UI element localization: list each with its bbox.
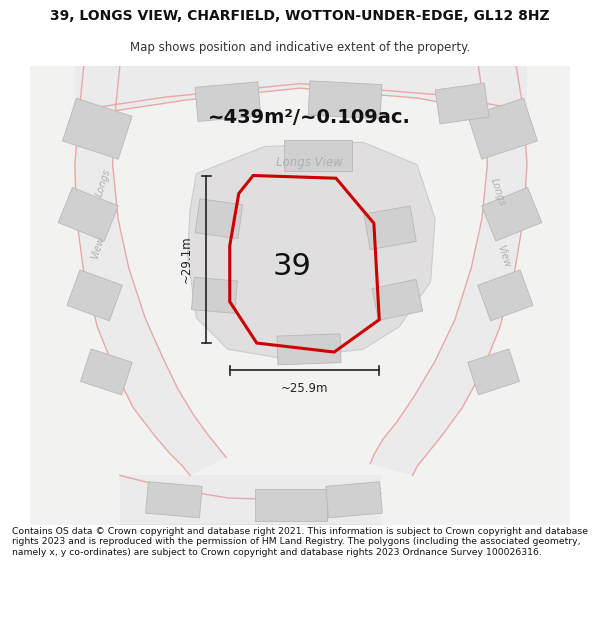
Text: Longs: Longs xyxy=(489,176,508,207)
Text: Map shows position and indicative extent of the property.: Map shows position and indicative extent… xyxy=(130,41,470,54)
Polygon shape xyxy=(146,482,202,518)
Polygon shape xyxy=(195,199,243,239)
Text: Longs: Longs xyxy=(94,168,113,198)
Polygon shape xyxy=(284,140,352,171)
Polygon shape xyxy=(75,66,527,111)
Polygon shape xyxy=(195,82,261,121)
Polygon shape xyxy=(75,66,226,476)
Polygon shape xyxy=(468,98,538,159)
Text: ~25.9m: ~25.9m xyxy=(281,382,328,394)
Text: Contains OS data © Crown copyright and database right 2021. This information is : Contains OS data © Crown copyright and d… xyxy=(12,527,588,557)
Text: 39, LONGS VIEW, CHARFIELD, WOTTON-UNDER-EDGE, GL12 8HZ: 39, LONGS VIEW, CHARFIELD, WOTTON-UNDER-… xyxy=(50,9,550,23)
Polygon shape xyxy=(482,188,542,241)
Polygon shape xyxy=(187,142,435,358)
Polygon shape xyxy=(370,66,527,476)
Polygon shape xyxy=(62,98,132,159)
Text: ~29.1m: ~29.1m xyxy=(180,236,193,283)
Polygon shape xyxy=(364,206,416,249)
Polygon shape xyxy=(67,270,122,321)
Polygon shape xyxy=(468,349,520,395)
Polygon shape xyxy=(191,278,238,313)
Text: Longs View: Longs View xyxy=(275,156,343,169)
Polygon shape xyxy=(435,83,489,124)
Polygon shape xyxy=(372,279,422,321)
Polygon shape xyxy=(308,81,382,119)
Text: View: View xyxy=(90,235,107,260)
Polygon shape xyxy=(120,476,381,525)
Polygon shape xyxy=(80,349,132,395)
Polygon shape xyxy=(478,270,533,321)
Text: View: View xyxy=(495,244,512,269)
Polygon shape xyxy=(277,334,341,365)
Polygon shape xyxy=(58,188,118,241)
Text: 39: 39 xyxy=(273,252,312,281)
Text: ~439m²/~0.109ac.: ~439m²/~0.109ac. xyxy=(208,108,410,127)
Polygon shape xyxy=(255,489,327,521)
Polygon shape xyxy=(326,482,382,518)
